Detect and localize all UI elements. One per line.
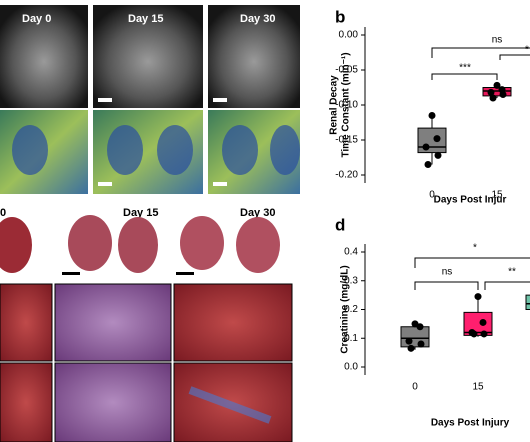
image-label: Day 0 [22,13,51,25]
brackets [414,47,530,290]
image-label: Day 15 [123,207,158,219]
data-point [405,337,413,345]
x-axis-label: Days Post Injury [431,418,510,429]
histology-panel: 0 Day 15 Day 30 [0,207,293,442]
image-label: Day 30 [240,13,275,25]
image-label: Day 30 [240,207,275,219]
y-tick-label: -0.20 [335,170,358,181]
data-point [479,318,487,326]
data-point [474,293,482,301]
y-tick-label: -0.10 [335,100,358,111]
data-point [416,323,424,331]
y-tick-label: -0.05 [335,65,358,76]
data-point [424,161,432,168]
annotation: *** [459,63,471,74]
data-point [487,88,495,96]
image-label: Day 15 [128,13,163,25]
data-point [434,151,442,159]
data-point [470,330,478,338]
y-tick-label: -0.15 [335,135,358,146]
y-axis-label: Renal Decay [329,75,340,135]
y-axis-label: Creatinine (mg/dL) [340,265,351,353]
annotation: ** [508,267,516,278]
data-point [489,94,497,102]
annotation: ns [442,267,453,278]
annotation: ns [492,35,503,46]
annotation: * [525,45,529,56]
data-point [417,340,425,348]
data-point [480,330,488,338]
data-point [433,135,441,143]
x-tick-label: 15 [491,190,503,201]
data-point [499,91,507,98]
data-point [422,143,430,151]
y-tick-label: 0.0 [344,362,358,373]
data-point [428,112,436,119]
x-tick-label: 0 [412,382,418,393]
annotation: * [473,243,477,254]
x-tick-label: 0 [429,190,435,201]
y-tick-label: 0.3 [344,275,358,286]
y-axis-label: Time Constant (min⁻¹) [341,52,352,157]
mri-panel: Day 0 Day 15 Day 30 [0,5,300,194]
box [417,127,447,154]
y-tick-label: 0.4 [344,247,358,258]
panel-label: d [335,215,345,234]
image-label: 0 [0,207,6,219]
y-tick-label: 0.1 [344,333,358,344]
x-tick-label: 15 [472,382,484,393]
x-axis-label: Days Post Injur [434,195,507,206]
data-point [493,81,501,89]
box [400,326,430,348]
y-tick-label: 0.2 [344,304,358,315]
box [525,294,530,310]
panel-label: b [335,7,345,26]
data-point [407,344,415,352]
y-tick-label: 0.00 [339,30,359,41]
